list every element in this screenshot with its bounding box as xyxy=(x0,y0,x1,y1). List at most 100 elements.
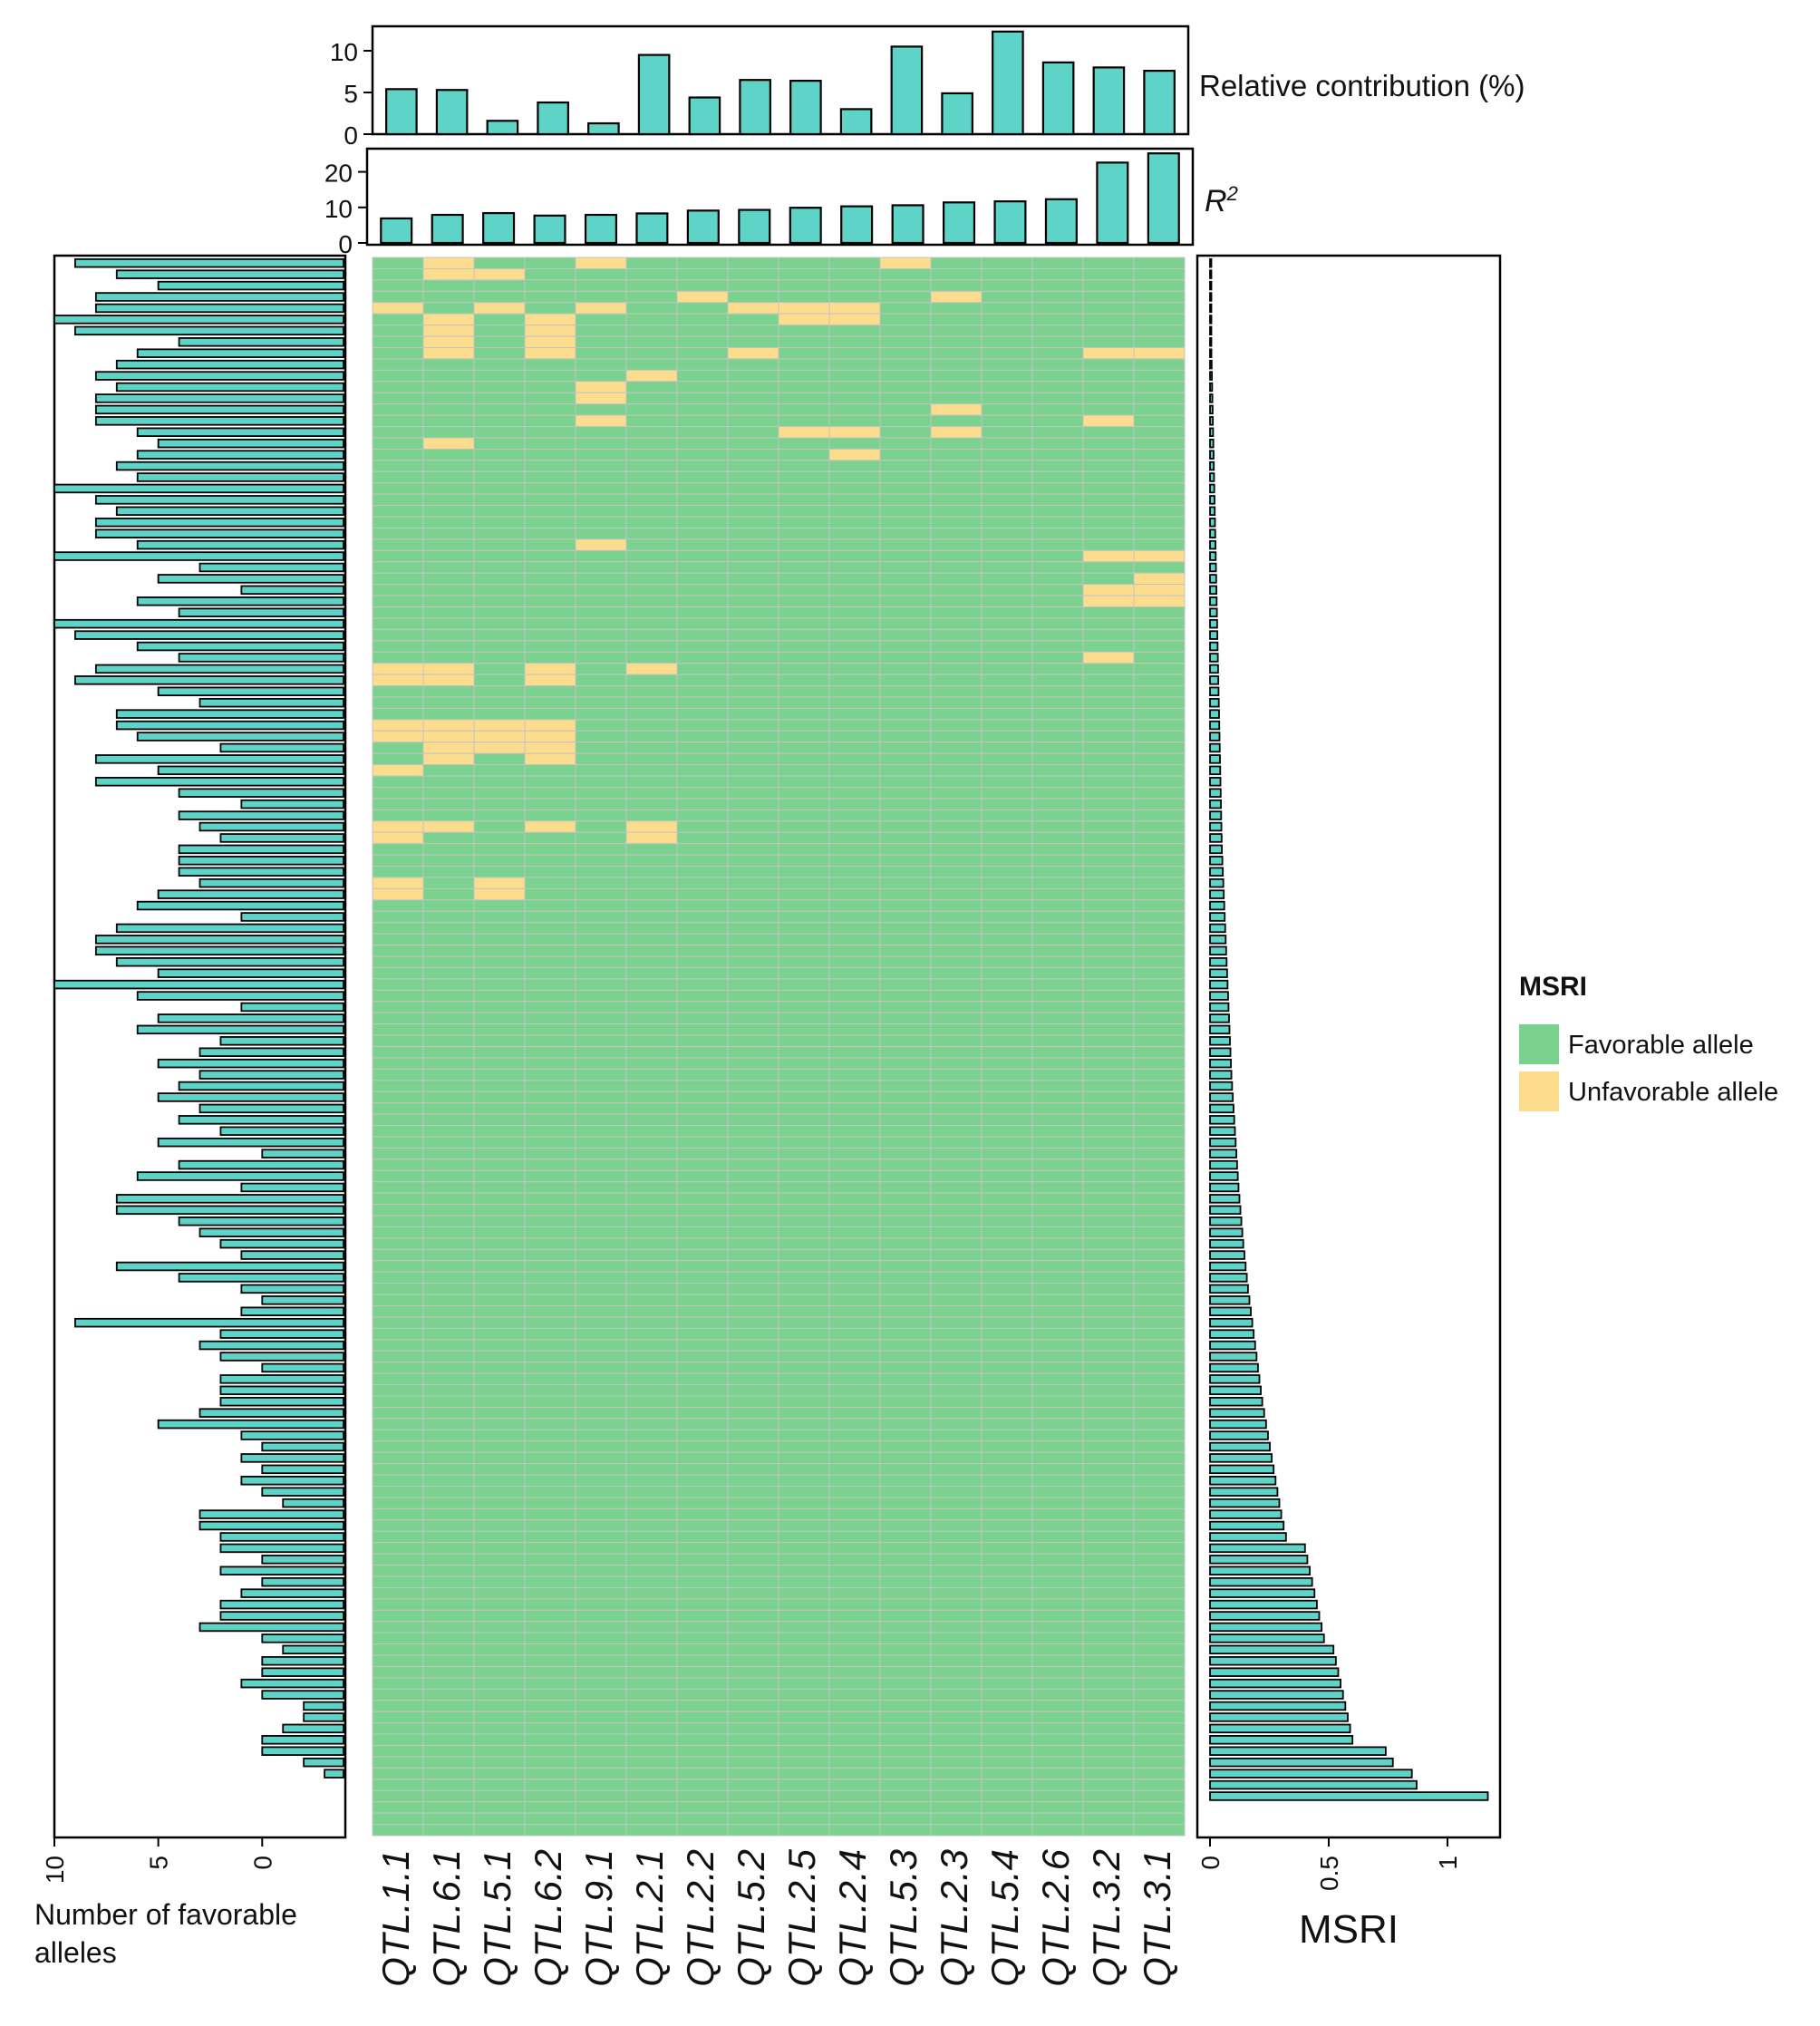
heatmap-cell-favorable xyxy=(524,1812,576,1826)
heatmap-cell-favorable xyxy=(1082,730,1135,743)
msri-xtick-label: 1 xyxy=(1434,1856,1462,1870)
heatmap-cell-favorable xyxy=(473,1575,526,1588)
heatmap-cell-favorable xyxy=(1133,1136,1186,1149)
heatmap-cell-favorable xyxy=(930,381,983,393)
heatmap-cell-favorable xyxy=(1082,978,1135,991)
heatmap-cell-favorable xyxy=(575,775,627,788)
heatmap-cell-unfavorable xyxy=(1133,584,1186,596)
heatmap-cell-favorable xyxy=(1031,1688,1084,1701)
heatmap-cell-favorable xyxy=(1031,1418,1084,1430)
heatmap-cell-favorable xyxy=(1082,1801,1135,1814)
heatmap-cell-favorable xyxy=(727,1181,779,1194)
relative-contribution-bar xyxy=(739,79,771,136)
msri-bar xyxy=(1209,1769,1413,1779)
heatmap-cell-favorable xyxy=(625,696,678,709)
heatmap-cell-favorable xyxy=(1133,1316,1186,1329)
heatmap-cell-favorable xyxy=(981,505,1033,518)
heatmap-cell-favorable xyxy=(1031,1429,1084,1442)
heatmap-cell-favorable xyxy=(422,448,475,461)
heatmap-cell-favorable xyxy=(575,1327,627,1341)
r-squared-bar xyxy=(1096,161,1129,245)
heatmap-cell-favorable xyxy=(422,1700,475,1712)
heatmap-cell-favorable xyxy=(625,1192,678,1206)
heatmap-cell-favorable xyxy=(422,1350,475,1363)
heatmap-cell-favorable xyxy=(676,866,729,878)
heatmap-cell-favorable xyxy=(879,538,932,551)
heatmap-cell-favorable xyxy=(625,1733,678,1747)
heatmap-cell-favorable xyxy=(1031,335,1084,348)
heatmap-cell-favorable xyxy=(1031,1565,1084,1577)
heatmap-cell-favorable xyxy=(676,381,729,393)
heatmap-cell-favorable xyxy=(625,1722,678,1735)
heatmap-cell-favorable xyxy=(1082,1700,1135,1712)
heatmap-cell-favorable xyxy=(473,1169,526,1183)
heatmap-cell-unfavorable xyxy=(524,325,576,337)
heatmap-cell-favorable xyxy=(422,1068,475,1081)
heatmap-cell-favorable xyxy=(575,1204,627,1217)
heatmap-cell-favorable xyxy=(1031,290,1084,304)
heatmap-cell-favorable xyxy=(1031,595,1084,608)
heatmap-cell-favorable xyxy=(1082,1789,1135,1803)
heatmap-cell-favorable xyxy=(727,674,779,687)
heatmap-cell-favorable xyxy=(524,1824,576,1837)
heatmap-cell-favorable xyxy=(575,1362,627,1374)
heatmap-cell-favorable xyxy=(828,1362,881,1374)
heatmap-cell-favorable xyxy=(524,302,576,315)
heatmap-cell-unfavorable xyxy=(422,663,475,675)
heatmap-cell-favorable xyxy=(372,1046,424,1059)
heatmap-cell-favorable xyxy=(1082,809,1135,822)
heatmap-cell-favorable xyxy=(828,1474,881,1487)
heatmap-cell-favorable xyxy=(930,989,983,1003)
heatmap-cell-favorable xyxy=(828,267,881,281)
heatmap-cell-favorable xyxy=(778,549,830,563)
heatmap-cell-favorable xyxy=(828,775,881,788)
heatmap-cell-favorable xyxy=(778,1632,830,1645)
heatmap-cell-favorable xyxy=(879,1688,932,1701)
heatmap-cell-favorable xyxy=(1133,1474,1186,1487)
heatmap-cell-favorable xyxy=(1133,1553,1186,1566)
favorable-alleles-bar xyxy=(198,1070,344,1080)
heatmap-cell-favorable xyxy=(676,1789,729,1803)
heatmap-cell-favorable xyxy=(1031,1181,1084,1194)
heatmap-cell-favorable xyxy=(473,1474,526,1487)
heatmap-cell-favorable xyxy=(981,1339,1033,1352)
heatmap-cell-favorable xyxy=(575,617,627,630)
heatmap-cell-favorable xyxy=(524,1091,576,1104)
msri-bar xyxy=(1209,618,1218,629)
heatmap-cell-favorable xyxy=(981,775,1033,788)
heatmap-cell-unfavorable xyxy=(473,302,526,315)
heatmap-cell-favorable xyxy=(676,922,729,935)
heatmap-cell-favorable xyxy=(625,922,678,935)
heatmap-cell-favorable xyxy=(727,358,779,371)
heatmap-cell-favorable xyxy=(1031,1575,1084,1588)
heatmap-cell-favorable xyxy=(422,877,475,889)
heatmap-cell-favorable xyxy=(727,369,779,383)
heatmap-cell-favorable xyxy=(1082,1192,1135,1206)
heatmap-cell-favorable xyxy=(575,1598,627,1611)
heatmap-cell-favorable xyxy=(422,1711,475,1724)
heatmap-cell-favorable xyxy=(930,279,983,292)
heatmap-cell-favorable xyxy=(372,1406,424,1420)
heatmap-cell-favorable xyxy=(372,1091,424,1104)
msri-bar xyxy=(1209,315,1213,325)
heatmap-cell-favorable xyxy=(676,1305,729,1318)
heatmap-cell-favorable xyxy=(372,1565,424,1577)
heatmap-cell-favorable xyxy=(1082,786,1135,800)
favorable-alleles-bar xyxy=(219,1385,344,1396)
heatmap-cell-favorable xyxy=(981,719,1033,732)
heatmap-cell-favorable xyxy=(372,1294,424,1307)
heatmap-cell-favorable xyxy=(879,1001,932,1013)
heatmap-cell-favorable xyxy=(1031,1102,1084,1115)
heatmap-cell-favorable xyxy=(422,1057,475,1070)
heatmap-cell-favorable xyxy=(575,1113,627,1127)
heatmap-cell-unfavorable xyxy=(575,302,627,315)
heatmap-cell-favorable xyxy=(1133,1372,1186,1386)
heatmap-cell-favorable xyxy=(422,1643,475,1656)
heatmap-cell-favorable xyxy=(981,1215,1033,1227)
heatmap-cell-favorable xyxy=(473,1643,526,1656)
heatmap-cell-favorable xyxy=(930,595,983,608)
heatmap-cell-favorable xyxy=(524,685,576,698)
heatmap-cell-favorable xyxy=(1031,414,1084,428)
msri-bar xyxy=(1209,1791,1489,1801)
heatmap-cell-favorable xyxy=(625,1102,678,1115)
